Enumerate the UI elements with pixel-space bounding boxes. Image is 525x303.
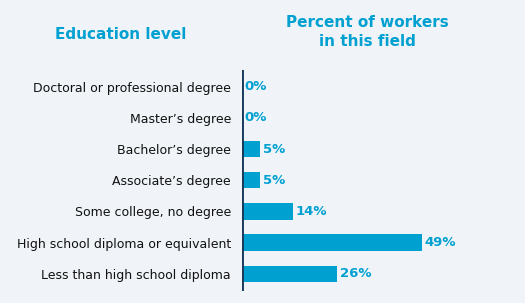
Text: 5%: 5% <box>263 143 285 156</box>
Text: Education level: Education level <box>55 27 186 42</box>
Bar <box>242 235 422 251</box>
Bar <box>242 141 260 157</box>
Text: 5%: 5% <box>263 174 285 187</box>
Text: Percent of workers
in this field: Percent of workers in this field <box>286 15 449 49</box>
Bar <box>242 172 260 188</box>
Text: 14%: 14% <box>296 205 328 218</box>
Text: 0%: 0% <box>245 112 267 125</box>
Bar <box>242 203 293 220</box>
Text: 0%: 0% <box>245 80 267 93</box>
Text: 49%: 49% <box>425 236 456 249</box>
Bar <box>242 266 337 282</box>
Text: 26%: 26% <box>340 267 372 280</box>
